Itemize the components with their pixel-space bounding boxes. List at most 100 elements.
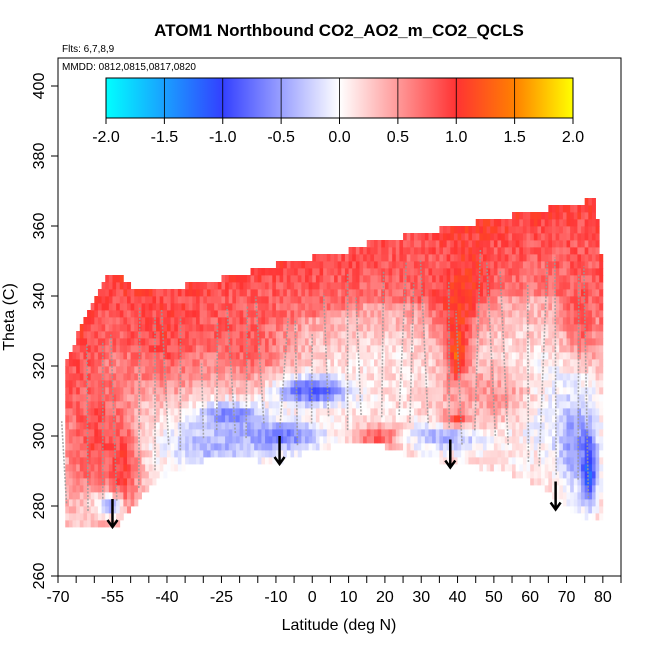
heatmap-cell xyxy=(101,450,106,458)
heatmap-cell xyxy=(533,324,538,332)
colorbar-tick-label: -1.5 xyxy=(151,129,179,146)
heatmap-cell xyxy=(90,324,95,332)
heatmap-cell xyxy=(116,317,121,325)
heatmap-cell xyxy=(515,240,520,248)
heatmap-cell xyxy=(185,450,190,458)
heatmap-cell xyxy=(112,338,117,346)
heatmap-cell xyxy=(130,457,135,465)
heatmap-cell xyxy=(591,436,596,444)
heatmap-cell xyxy=(533,331,538,339)
heatmap-cell xyxy=(392,443,397,451)
heatmap-cell xyxy=(595,471,600,479)
heatmap-cell xyxy=(443,268,448,276)
heatmap-cell xyxy=(413,282,418,290)
heatmap-cell xyxy=(97,450,102,458)
heatmap-cell xyxy=(326,275,331,283)
heatmap-cell xyxy=(421,380,426,388)
heatmap-cell xyxy=(312,317,317,325)
heatmap-cell xyxy=(355,408,360,416)
heatmap-cell xyxy=(83,422,88,430)
heatmap-cell xyxy=(512,254,517,262)
heatmap-cell xyxy=(599,436,604,444)
heatmap-cell xyxy=(486,443,491,451)
heatmap-cell xyxy=(235,450,241,458)
heatmap-cell xyxy=(148,310,153,318)
heatmap-cell xyxy=(261,282,266,290)
heatmap-cell xyxy=(112,359,117,367)
heatmap-cell xyxy=(163,296,168,304)
heatmap-cell xyxy=(541,373,546,381)
heatmap-cell xyxy=(72,394,77,402)
heatmap-cell xyxy=(562,366,567,374)
heatmap-cell xyxy=(156,387,161,395)
heatmap-cell xyxy=(137,359,142,367)
heatmap-cell xyxy=(170,380,175,388)
heatmap-cell xyxy=(119,303,124,311)
heatmap-cell xyxy=(308,443,313,451)
heatmap-cell xyxy=(559,373,564,381)
heatmap-cell xyxy=(217,359,222,367)
heatmap-cell xyxy=(337,373,342,381)
heatmap-cell xyxy=(515,394,520,402)
heatmap-cell xyxy=(464,352,469,360)
heatmap-cell xyxy=(519,415,524,423)
heatmap-cell xyxy=(541,436,546,444)
heatmap-cell xyxy=(203,289,208,297)
heatmap-cell xyxy=(116,408,121,416)
heatmap-cell xyxy=(399,401,404,409)
heatmap-cell xyxy=(123,506,128,514)
heatmap-cell xyxy=(166,289,171,297)
heatmap-cell xyxy=(537,338,542,346)
heatmap-cell xyxy=(395,387,400,395)
heatmap-cell xyxy=(599,443,604,451)
heatmap-cell xyxy=(348,380,353,388)
heatmap-cell xyxy=(526,289,531,297)
heatmap-cell xyxy=(87,471,92,479)
heatmap-cell xyxy=(508,317,513,325)
heatmap-cell xyxy=(424,422,429,430)
heatmap-cell xyxy=(468,233,473,241)
heatmap-cell xyxy=(577,394,582,402)
heatmap-cell xyxy=(127,296,132,304)
heatmap-cell xyxy=(388,254,393,262)
heatmap-cell xyxy=(217,366,222,374)
heatmap-cell xyxy=(584,331,589,339)
heatmap-cell xyxy=(97,394,102,402)
heatmap-cell xyxy=(159,429,164,437)
heatmap-cell xyxy=(522,338,527,346)
heatmap-cell xyxy=(203,436,208,444)
heatmap-cell xyxy=(341,289,346,297)
heatmap-cell xyxy=(275,317,280,325)
heatmap-cell xyxy=(475,359,480,367)
heatmap-cell xyxy=(384,373,389,381)
heatmap-cell xyxy=(573,345,578,353)
heatmap-cell xyxy=(566,380,571,388)
heatmap-cell xyxy=(217,387,222,395)
heatmap-cell xyxy=(493,394,498,402)
heatmap-cell xyxy=(232,296,237,304)
heatmap-cell xyxy=(181,408,186,416)
heatmap-cell xyxy=(363,310,368,318)
heatmap-cell xyxy=(504,436,509,444)
heatmap-cell xyxy=(450,429,455,437)
heatmap-cell xyxy=(555,317,560,325)
heatmap-cell xyxy=(301,331,306,339)
heatmap-cell xyxy=(265,450,270,458)
heatmap-cell xyxy=(166,422,171,430)
heatmap-cell xyxy=(472,366,477,374)
heatmap-cell xyxy=(366,331,371,339)
heatmap-cell xyxy=(530,289,535,297)
heatmap-cell xyxy=(501,226,506,234)
heatmap-cell xyxy=(261,394,266,402)
heatmap-cell xyxy=(355,387,360,395)
heatmap-cell xyxy=(334,373,339,381)
heatmap-cell xyxy=(203,450,208,458)
heatmap-cell xyxy=(439,450,444,458)
heatmap-cell xyxy=(297,401,302,409)
heatmap-cell xyxy=(417,317,422,325)
heatmap-cell xyxy=(548,331,553,339)
heatmap-cell xyxy=(101,289,106,297)
heatmap-cell xyxy=(566,226,571,234)
heatmap-cell xyxy=(177,464,182,472)
heatmap-cell xyxy=(399,289,404,297)
